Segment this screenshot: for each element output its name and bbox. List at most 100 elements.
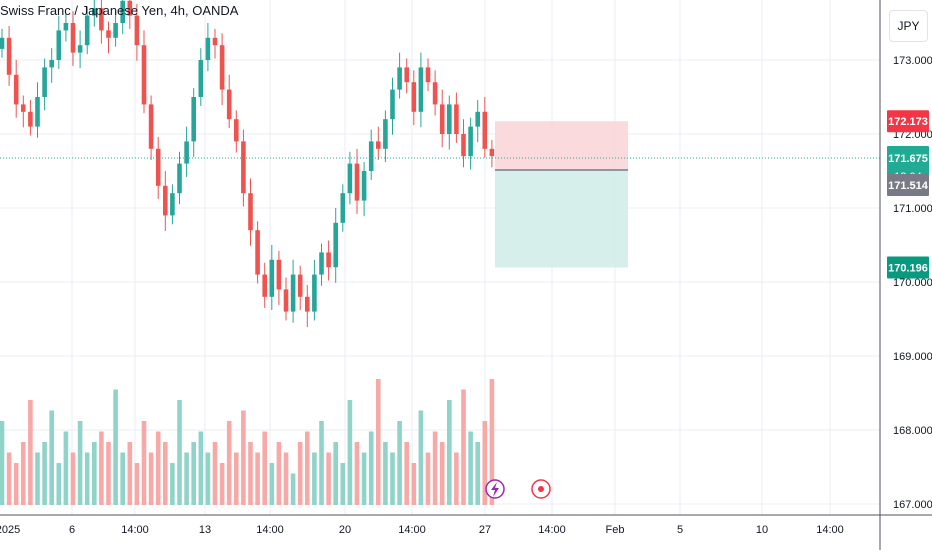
candle[interactable] — [134, 15, 140, 46]
candle[interactable] — [340, 193, 346, 223]
time-tick-label: 5 — [677, 524, 683, 536]
candle[interactable] — [127, 0, 133, 16]
candle[interactable] — [326, 252, 331, 268]
volume-bar — [56, 463, 62, 505]
candle[interactable] — [418, 67, 424, 112]
candle[interactable] — [70, 23, 76, 53]
price-tick-label: 173.000 — [893, 55, 932, 67]
current-price-label: 171.675 — [888, 153, 928, 165]
candle[interactable] — [248, 193, 253, 231]
volume-bar — [0, 421, 5, 505]
time-tick-label: 2025 — [0, 524, 20, 536]
candle[interactable] — [482, 111, 488, 149]
volume-bar — [113, 389, 118, 505]
candle[interactable] — [92, 8, 97, 16]
candle[interactable] — [219, 45, 225, 90]
candle[interactable] — [42, 67, 47, 97]
target-price-label-bg — [887, 256, 929, 279]
candle[interactable] — [354, 163, 360, 201]
candle[interactable] — [13, 74, 19, 105]
candle[interactable] — [184, 141, 189, 164]
candle[interactable] — [319, 252, 324, 275]
candle[interactable] — [361, 171, 367, 201]
candle[interactable] — [226, 89, 232, 120]
candle[interactable] — [234, 119, 239, 142]
candle[interactable] — [120, 0, 125, 24]
stop-price-label: 172.173 — [888, 116, 928, 128]
candle[interactable] — [99, 8, 104, 31]
candle[interactable] — [21, 104, 26, 112]
volume-bar — [454, 452, 459, 505]
candle[interactable] — [454, 104, 459, 134]
candle[interactable] — [411, 82, 417, 112]
candle[interactable] — [461, 134, 466, 157]
candle[interactable] — [255, 230, 260, 275]
volume-bar — [383, 442, 388, 505]
candle[interactable] — [155, 148, 161, 186]
candle[interactable] — [489, 148, 495, 157]
volume-bar — [127, 442, 133, 505]
candle[interactable] — [6, 37, 12, 75]
candle[interactable] — [432, 82, 438, 105]
candle[interactable] — [63, 23, 69, 31]
volume-bar — [184, 452, 189, 505]
candle[interactable] — [404, 67, 409, 83]
candle[interactable] — [106, 30, 111, 38]
volume-bar — [49, 410, 54, 505]
take-profit-zone[interactable] — [495, 169, 628, 268]
candle[interactable] — [368, 141, 374, 171]
candle[interactable] — [262, 274, 267, 297]
candle[interactable] — [269, 259, 275, 297]
candle[interactable] — [283, 289, 289, 312]
time-tick-label: Feb — [606, 524, 625, 536]
candle[interactable] — [148, 104, 154, 149]
price-tick-label: 170.000 — [893, 277, 932, 289]
volume-bar — [77, 421, 83, 505]
volume-bar — [439, 442, 445, 505]
candle[interactable] — [312, 274, 317, 312]
volume-bar — [134, 463, 140, 505]
currency-button[interactable]: JPY — [889, 10, 928, 42]
candle[interactable] — [191, 97, 196, 142]
candle[interactable] — [205, 37, 211, 60]
candle[interactable] — [276, 259, 282, 290]
candle[interactable] — [383, 119, 388, 149]
candle[interactable] — [49, 60, 54, 68]
candle[interactable] — [347, 163, 353, 194]
price-tick-label: 169.000 — [893, 351, 932, 363]
candle[interactable] — [113, 23, 118, 38]
candle[interactable] — [77, 45, 83, 53]
candle[interactable] — [170, 193, 175, 216]
candle[interactable] — [425, 67, 431, 83]
lightning-icon — [491, 482, 499, 497]
candle[interactable] — [297, 274, 303, 297]
candle[interactable] — [28, 111, 33, 127]
candle[interactable] — [305, 296, 310, 312]
volume-bar — [84, 452, 90, 505]
volume-bar — [255, 452, 260, 505]
candle[interactable] — [447, 104, 452, 134]
candle[interactable] — [84, 15, 90, 46]
candle[interactable] — [56, 30, 62, 60]
candle[interactable] — [0, 37, 5, 49]
candle[interactable] — [198, 60, 204, 97]
candle[interactable] — [177, 163, 182, 194]
candle[interactable] — [290, 274, 296, 312]
stop-loss-zone[interactable] — [495, 121, 628, 170]
volume-bar — [177, 400, 182, 505]
candle[interactable] — [35, 97, 40, 127]
candle[interactable] — [241, 141, 246, 194]
candle[interactable] — [468, 126, 473, 157]
candle[interactable] — [376, 141, 381, 149]
volume-bar — [155, 431, 161, 505]
candle[interactable] — [141, 45, 147, 105]
candle[interactable] — [390, 89, 395, 120]
candle[interactable] — [163, 185, 168, 216]
candle[interactable] — [397, 67, 402, 90]
candle[interactable] — [212, 37, 218, 46]
candle[interactable] — [439, 104, 445, 134]
candle[interactable] — [333, 222, 338, 268]
candle[interactable] — [475, 111, 480, 127]
